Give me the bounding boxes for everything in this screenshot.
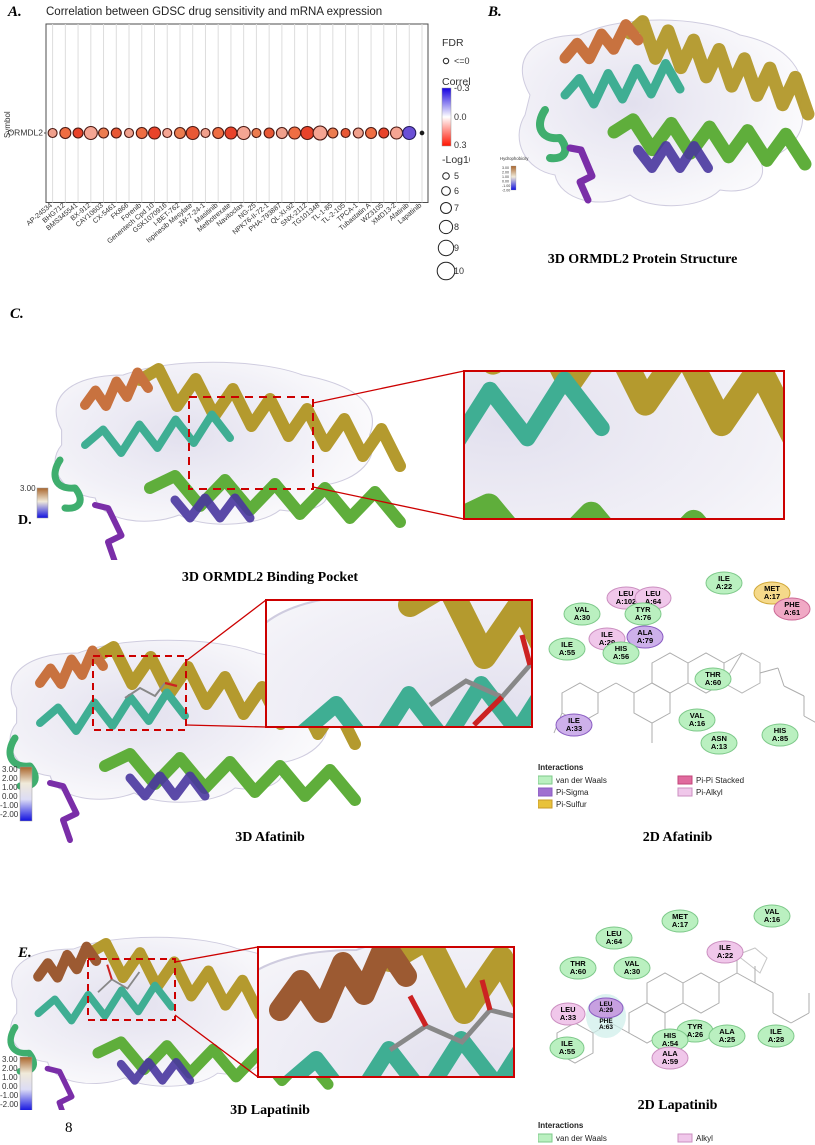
svg-text:8: 8 [454,222,459,232]
svg-text:A:55: A:55 [559,648,575,657]
svg-text:A:17: A:17 [764,592,780,601]
svg-text:2.00: 2.00 [2,1064,18,1073]
svg-text:0.00: 0.00 [2,792,18,801]
svg-text:Pi-Pi Stacked: Pi-Pi Stacked [696,776,744,785]
svg-text:A:30: A:30 [574,613,590,622]
svg-text:A:13: A:13 [711,742,727,751]
svg-text:A:60: A:60 [705,678,721,687]
svg-text:van der Waals: van der Waals [556,1134,607,1143]
svg-text:-1.00: -1.00 [0,1091,19,1100]
svg-text:A:17: A:17 [672,920,688,929]
svg-text:3.00: 3.00 [2,765,18,774]
svg-text:-Log10(FDR): -Log10(FDR) [442,154,470,166]
svg-text:9: 9 [454,243,459,253]
svg-text:A:61: A:61 [784,608,800,617]
svg-text:A:25: A:25 [719,1035,735,1044]
svg-text:A:22: A:22 [717,951,733,960]
svg-text:A:16: A:16 [689,719,705,728]
svg-text:0.00: 0.00 [2,1082,18,1091]
svg-text:A:33: A:33 [560,1013,576,1022]
svg-text:6: 6 [454,186,459,196]
svg-text:<=0.05: <=0.05 [454,56,470,66]
svg-text:A:63: A:63 [599,1024,613,1031]
svg-text:-1.00: -1.00 [502,184,510,188]
svg-text:ORMDL2: ORMDL2 [8,127,44,137]
svg-text:A:16: A:16 [764,915,780,924]
svg-text:5: 5 [454,171,459,181]
svg-text:Pi-Sigma: Pi-Sigma [556,788,589,797]
svg-text:A:28: A:28 [768,1035,784,1044]
svg-text:A:64: A:64 [606,937,623,946]
svg-text:A:30: A:30 [624,967,640,976]
svg-text:Pi-Alkyl: Pi-Alkyl [696,788,723,797]
svg-text:1.00: 1.00 [2,1073,18,1082]
svg-text:Alkyl: Alkyl [696,1134,713,1143]
svg-text:Interactions: Interactions [538,763,584,772]
svg-text:A:85: A:85 [772,734,788,743]
svg-text:3.00: 3.00 [20,484,36,493]
svg-text:-2.00: -2.00 [502,189,510,193]
svg-text:Pi-Sulfur: Pi-Sulfur [556,800,587,809]
svg-text:3.00: 3.00 [2,1055,18,1064]
svg-text:Hydrophobicity: Hydrophobicity [500,156,529,161]
svg-text:A:26: A:26 [687,1030,703,1039]
svg-text:A:55: A:55 [559,1047,575,1056]
svg-text:10: 10 [454,266,464,276]
svg-text:A:59: A:59 [662,1057,678,1066]
svg-text:0.0: 0.0 [454,112,467,122]
svg-text:A:33: A:33 [566,724,582,733]
svg-text:7: 7 [454,203,459,213]
svg-text:1.00: 1.00 [2,783,18,792]
svg-text:-0.3: -0.3 [454,83,470,93]
svg-text:0.00: 0.00 [502,180,509,184]
svg-text:A:22: A:22 [716,582,732,591]
svg-text:1.00: 1.00 [502,175,509,179]
svg-text:A:79: A:79 [637,636,653,645]
svg-text:-2.00: -2.00 [0,1100,19,1109]
svg-text:3.00: 3.00 [502,166,509,170]
svg-text:2.00: 2.00 [2,774,18,783]
svg-text:van der Waals: van der Waals [556,776,607,785]
svg-text:-2.00: -2.00 [0,810,19,819]
svg-text:A:60: A:60 [570,967,586,976]
svg-text:0.3: 0.3 [454,140,467,150]
svg-text:A:76: A:76 [635,613,651,622]
svg-text:-1.00: -1.00 [0,801,19,810]
svg-text:Interactions: Interactions [538,1121,584,1130]
svg-text:2.00: 2.00 [502,171,509,175]
svg-text:A:56: A:56 [613,652,629,661]
svg-text:FDR: FDR [442,37,464,49]
svg-text:A:29: A:29 [599,1007,613,1014]
